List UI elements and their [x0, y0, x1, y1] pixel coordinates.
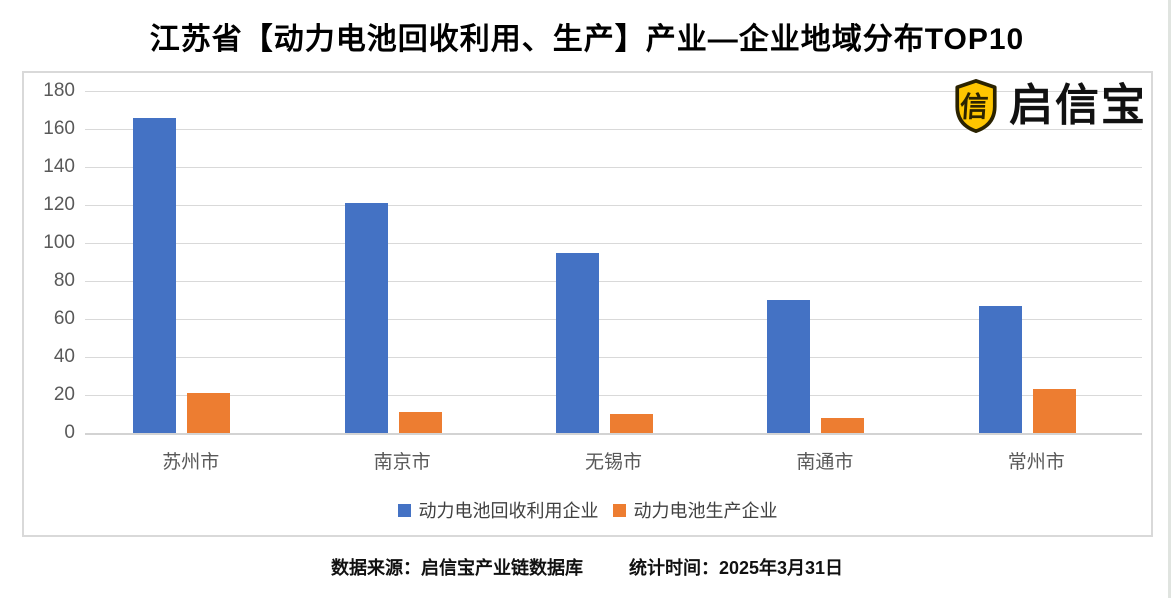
footer: 数据来源：启信宝产业链数据库 统计时间：2025年3月31日	[0, 554, 1174, 580]
y-tick-label: 100	[43, 232, 75, 253]
gridline	[85, 281, 1142, 282]
gridline	[85, 91, 1142, 92]
bar	[978, 305, 1022, 433]
shield-logo-icon: 信	[955, 79, 997, 133]
y-tick-label: 160	[43, 118, 75, 139]
data-source-label: 数据来源：启信宝产业链数据库	[330, 558, 583, 578]
gridline	[85, 357, 1142, 358]
y-tick-label: 0	[64, 422, 75, 443]
page-title: 江苏省【动力电池回收利用、生产】产业—企业地域分布TOP10	[149, 23, 1025, 56]
bar	[344, 203, 388, 433]
category-label: 常州市	[1007, 452, 1065, 473]
stat-time-label: 统计时间：2025年3月31日	[628, 558, 844, 578]
x-axis-line	[85, 433, 1142, 435]
legend-swatch	[612, 503, 626, 517]
y-tick-label: 40	[53, 346, 75, 367]
window-edge-line	[1168, 0, 1171, 598]
qixinbao-logo: 信 启信宝	[953, 79, 1147, 133]
y-tick-label: 180	[43, 80, 75, 101]
y-tick-label: 120	[43, 194, 75, 215]
logo-text: 启信宝	[1009, 81, 1147, 130]
bar	[821, 417, 865, 433]
category-label: 无锡市	[584, 452, 642, 473]
legend-item: 动力电池回收利用企业	[397, 497, 599, 523]
bar	[556, 252, 599, 433]
legend-item: 动力电池生产企业	[612, 497, 778, 523]
bar	[398, 412, 442, 433]
bar	[133, 117, 177, 433]
y-tick-label: 140	[43, 156, 75, 177]
bar	[1032, 389, 1076, 433]
category-label: 南通市	[796, 452, 854, 473]
gridline	[85, 395, 1142, 396]
category-label: 苏州市	[162, 452, 220, 473]
bar	[767, 300, 811, 433]
bar	[187, 393, 231, 433]
chart-container: 0 20 40 60 80 100 120 140 160 180 苏州市 南京市 无锡市 南通市 常州市 …	[22, 71, 1153, 537]
legend: 动力电池回收利用企业 动力电池生产企业	[24, 497, 1151, 523]
bar	[610, 414, 653, 433]
gridline	[85, 319, 1142, 320]
plot-area: 0 20 40 60 80 100 120 140 160 180 苏州市 南京市 无锡市 南通市 常州市	[43, 80, 1142, 473]
shield-glyph: 信	[959, 92, 990, 124]
gridline	[85, 243, 1142, 244]
y-tick-label: 80	[53, 270, 75, 291]
gridline	[85, 167, 1142, 168]
legend-label: 动力电池生产企业	[633, 501, 778, 521]
legend-swatch	[397, 503, 411, 517]
y-tick-label: 60	[53, 308, 75, 329]
gridline	[85, 205, 1142, 206]
gridline	[85, 129, 1142, 130]
y-tick-label: 20	[53, 384, 75, 405]
category-label: 南京市	[373, 452, 431, 473]
legend-label: 动力电池回收利用企业	[418, 501, 599, 521]
